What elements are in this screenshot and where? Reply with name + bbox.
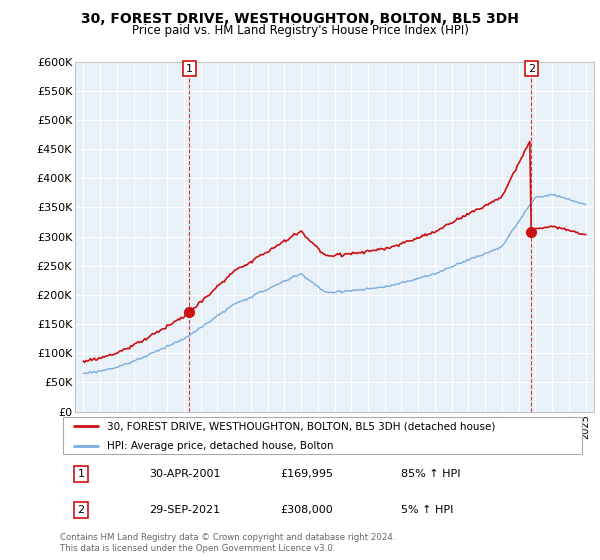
Text: £169,995: £169,995 <box>281 469 334 479</box>
Text: HPI: Average price, detached house, Bolton: HPI: Average price, detached house, Bolt… <box>107 441 334 451</box>
Text: 2: 2 <box>77 505 85 515</box>
Text: 1: 1 <box>186 64 193 73</box>
Text: 30-APR-2001: 30-APR-2001 <box>149 469 221 479</box>
Text: 30, FOREST DRIVE, WESTHOUGHTON, BOLTON, BL5 3DH: 30, FOREST DRIVE, WESTHOUGHTON, BOLTON, … <box>81 12 519 26</box>
Text: 85% ↑ HPI: 85% ↑ HPI <box>401 469 461 479</box>
Text: 30, FOREST DRIVE, WESTHOUGHTON, BOLTON, BL5 3DH (detached house): 30, FOREST DRIVE, WESTHOUGHTON, BOLTON, … <box>107 421 496 431</box>
Text: 29-SEP-2021: 29-SEP-2021 <box>149 505 220 515</box>
Text: £308,000: £308,000 <box>281 505 333 515</box>
Text: 5% ↑ HPI: 5% ↑ HPI <box>401 505 454 515</box>
Text: 2: 2 <box>527 64 535 73</box>
Text: Contains HM Land Registry data © Crown copyright and database right 2024.
This d: Contains HM Land Registry data © Crown c… <box>60 533 395 553</box>
Text: 1: 1 <box>77 469 85 479</box>
FancyBboxPatch shape <box>62 417 583 454</box>
Text: Price paid vs. HM Land Registry's House Price Index (HPI): Price paid vs. HM Land Registry's House … <box>131 24 469 36</box>
